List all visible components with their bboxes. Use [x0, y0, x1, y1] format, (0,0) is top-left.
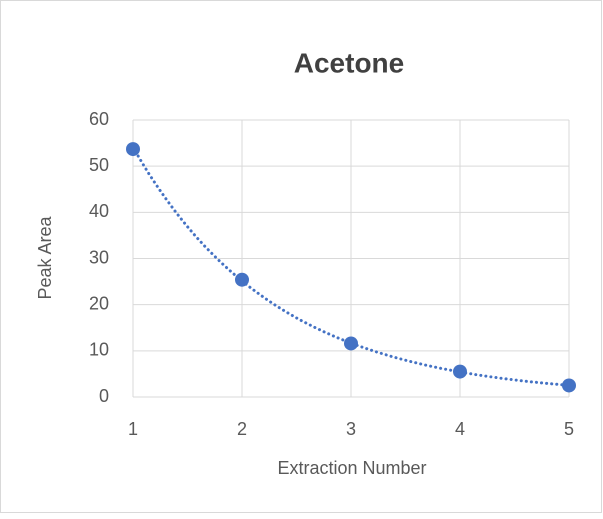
point	[344, 336, 358, 351]
y-tick-label: 30	[89, 247, 109, 267]
y-axis-label: Peak Area	[35, 215, 55, 299]
point	[235, 272, 249, 287]
point	[126, 142, 140, 157]
y-tick-label: 0	[99, 386, 109, 406]
x-tick-label: 2	[237, 419, 247, 439]
x-tick-label: 1	[128, 419, 138, 439]
y-tick-label: 50	[89, 155, 109, 175]
x-tick-label: 5	[564, 419, 574, 439]
x-tick-label: 4	[455, 419, 465, 439]
y-tick-label: 20	[89, 293, 109, 313]
chart-title: Acetone	[294, 47, 404, 78]
y-tick-label: 40	[89, 201, 109, 221]
x-axis-label: Extraction Number	[277, 458, 426, 478]
point	[562, 378, 576, 393]
point	[453, 364, 467, 379]
x-tick-label: 3	[346, 419, 356, 439]
y-tick-label: 10	[89, 340, 109, 360]
y-tick-label: 60	[89, 109, 109, 129]
